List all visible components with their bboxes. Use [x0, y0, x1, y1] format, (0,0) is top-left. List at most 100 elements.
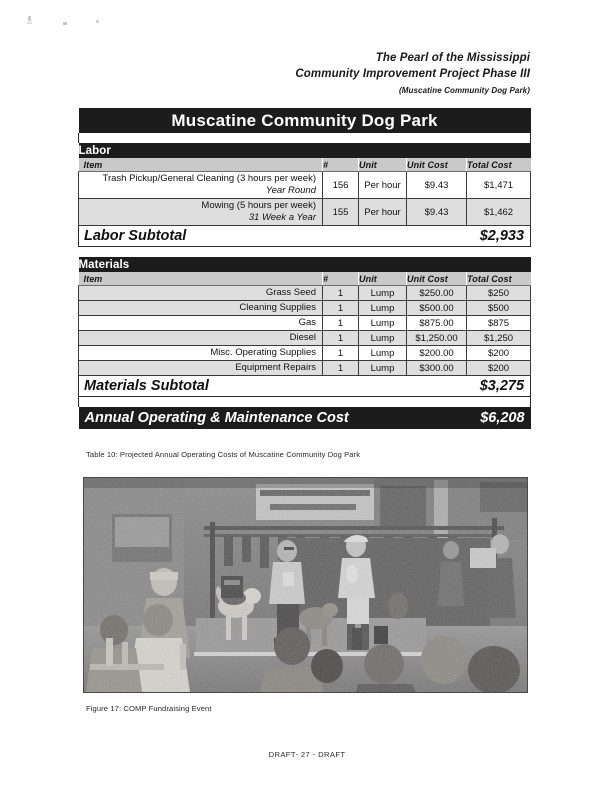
- labor-subtotal-row: Labor Subtotal $2,933: [78, 225, 532, 247]
- column-header-total-cost: Total Cost: [466, 272, 531, 286]
- scan-speck: [96, 20, 99, 23]
- row-unit-cost: $875.00: [406, 315, 467, 331]
- table-row: Equipment Repairs 1 Lump $300.00 $200: [78, 360, 532, 376]
- photo-person-handler-right: [338, 534, 375, 650]
- column-header-unit: Unit: [358, 158, 407, 172]
- row-qty: 155: [322, 198, 359, 226]
- table-spacer-row: [77, 396, 532, 407]
- row-item-label: Equipment Repairs: [78, 360, 323, 376]
- table-row: Misc. Operating Supplies 1 Lump $200.00 …: [78, 345, 532, 361]
- row-qty: 1: [322, 285, 359, 301]
- row-unit: Lump: [358, 285, 407, 301]
- row-unit: Lump: [358, 315, 407, 331]
- photo-dog-right: [299, 603, 338, 646]
- table-caption: Table 10: Projected Annual Operating Cos…: [86, 450, 361, 459]
- column-header-row-materials: Item # Unit Unit Cost Total Cost: [78, 272, 531, 286]
- table-row: Trash Pickup/General Cleaning (3 hours p…: [78, 171, 532, 199]
- row-unit-cost: $500.00: [406, 300, 467, 316]
- row-total-cost: $1,471: [465, 171, 532, 199]
- column-header-row-labor: Item # Unit Unit Cost Total Cost: [78, 158, 531, 172]
- row-item-secondary: 31 Week a Year: [248, 212, 316, 223]
- photo-audience-foreground: [86, 568, 520, 692]
- table-spacer-row: [77, 133, 532, 143]
- column-header-unit-cost: Unit Cost: [406, 272, 467, 286]
- row-unit-cost: $250.00: [406, 285, 467, 301]
- running-head-line3: (Muscatine Community Dog Park): [398, 86, 530, 95]
- photo-graphic: [84, 478, 527, 692]
- row-unit: Lump: [358, 360, 407, 376]
- row-qty: 1: [322, 360, 359, 376]
- scan-speck: [27, 22, 32, 24]
- annual-operating-cost-table: Muscatine Community Dog Park Labor Item …: [77, 108, 532, 429]
- row-unit: Per hour: [358, 198, 407, 226]
- row-item-label: Cleaning Supplies: [78, 300, 323, 316]
- row-total-cost: $500: [465, 300, 532, 316]
- row-unit-cost: $300.00: [406, 360, 467, 376]
- row-unit-cost: $9.43: [406, 171, 467, 199]
- section-header-labor: Labor: [78, 143, 531, 158]
- row-item-label: Gas: [78, 315, 323, 331]
- row-unit: Lump: [358, 300, 407, 316]
- row-qty: 1: [322, 330, 359, 346]
- running-head: The Pearl of the Mississippi Community I…: [0, 50, 530, 98]
- table-row: Gas 1 Lump $875.00 $875: [78, 315, 532, 331]
- page-footer: DRAFT- 27 - DRAFT: [268, 750, 346, 759]
- row-item-label: Grass Seed: [78, 285, 323, 301]
- section-label-materials: Materials: [78, 257, 531, 272]
- row-qty: 1: [322, 315, 359, 331]
- materials-subtotal-row: Materials Subtotal $3,275: [78, 375, 532, 397]
- running-head-line2: Community Improvement Project Phase III: [295, 68, 530, 80]
- table-row: Diesel 1 Lump $1,250.00 $1,250: [78, 330, 532, 346]
- column-header-item: Item: [78, 272, 323, 286]
- row-item-label: Diesel: [78, 330, 323, 346]
- row-total-cost: $200: [465, 345, 532, 361]
- row-qty: 1: [322, 300, 359, 316]
- column-header-unit: Unit: [358, 272, 407, 286]
- row-item-secondary: Year Round: [265, 185, 316, 196]
- section-header-materials: Materials: [78, 257, 531, 272]
- row-unit-cost: $1,250.00: [406, 330, 467, 346]
- photo-spectators-right: [438, 534, 516, 618]
- fundraising-event-photo: [83, 477, 528, 693]
- column-header-item: Item: [78, 158, 323, 172]
- row-qty: 156: [322, 171, 359, 199]
- scan-speck: [28, 16, 31, 21]
- materials-subtotal-value: $3,275: [466, 375, 532, 397]
- row-qty: 1: [322, 345, 359, 361]
- row-item-label: Misc. Operating Supplies: [78, 345, 323, 361]
- table-row: Mowing (5 hours per week) 31 Week a Year…: [78, 198, 532, 226]
- column-header-qty: #: [322, 158, 359, 172]
- labor-subtotal-value: $2,933: [466, 225, 532, 247]
- row-unit: Lump: [358, 345, 407, 361]
- row-item-label: Mowing (5 hours per week) 31 Week a Year: [78, 198, 323, 226]
- labor-subtotal-label: Labor Subtotal: [78, 225, 323, 247]
- table-row: Cleaning Supplies 1 Lump $500.00 $500: [78, 300, 532, 316]
- scan-speck: [63, 22, 67, 25]
- row-unit-cost: $9.43: [406, 198, 467, 226]
- photo-dog-far-right: [388, 593, 408, 619]
- materials-subtotal-label: Materials Subtotal: [78, 375, 323, 397]
- row-unit: Lump: [358, 330, 407, 346]
- column-header-total-cost: Total Cost: [466, 158, 531, 172]
- row-total-cost: $875: [465, 315, 532, 331]
- row-unit: Per hour: [358, 171, 407, 199]
- row-total-cost: $200: [465, 360, 532, 376]
- row-unit-cost: $200.00: [406, 345, 467, 361]
- grand-total-value: $6,208: [466, 407, 531, 429]
- row-total-cost: $250: [465, 285, 532, 301]
- column-header-qty: #: [322, 272, 359, 286]
- section-label-labor: Labor: [78, 143, 531, 158]
- row-item-primary: Trash Pickup/General Cleaning (3 hours p…: [102, 173, 317, 184]
- row-item-label: Trash Pickup/General Cleaning (3 hours p…: [78, 171, 323, 199]
- row-total-cost: $1,462: [465, 198, 532, 226]
- table-title-row: Muscatine Community Dog Park: [78, 108, 531, 133]
- row-item-primary: Mowing (5 hours per week): [201, 200, 316, 211]
- figure-caption: Figure 17: COMP Fundraising Event: [86, 704, 212, 713]
- grand-total-row: Annual Operating & Maintenance Cost $6,2…: [78, 407, 531, 429]
- running-head-line1: The Pearl of the Mississippi: [375, 52, 530, 64]
- table-title: Muscatine Community Dog Park: [78, 108, 531, 133]
- cost-table-container: Muscatine Community Dog Park Labor Item …: [77, 108, 532, 429]
- column-header-unit-cost: Unit Cost: [406, 158, 467, 172]
- row-total-cost: $1,250: [465, 330, 532, 346]
